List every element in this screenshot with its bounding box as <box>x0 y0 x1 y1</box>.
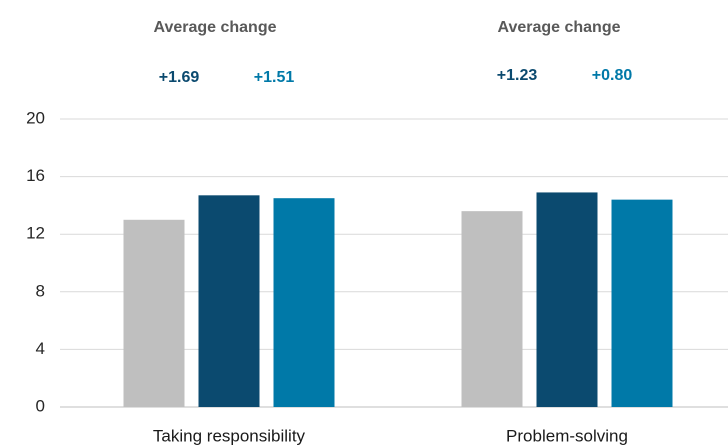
annotation-title: Average change <box>153 19 276 36</box>
bar <box>273 198 335 407</box>
y-tick-label: 20 <box>26 108 45 127</box>
bar <box>536 192 598 407</box>
bar <box>611 199 673 407</box>
annotation-label: +1.51 <box>254 69 295 86</box>
annotation-label: +1.23 <box>497 67 538 84</box>
bar <box>461 211 523 407</box>
y-tick-label: 8 <box>36 281 45 300</box>
y-tick-label: 4 <box>36 339 45 358</box>
bar <box>123 219 185 407</box>
y-tick-label: 0 <box>36 396 45 415</box>
annotation-label: +0.80 <box>592 67 633 84</box>
y-tick-label: 16 <box>26 166 45 185</box>
annotation-label: +1.69 <box>159 69 200 86</box>
bar <box>198 195 260 407</box>
x-tick-label: Problem-solving <box>506 426 628 445</box>
x-tick-label: Taking responsibility <box>153 426 306 445</box>
y-tick-label: 12 <box>26 224 45 243</box>
annotation-title: Average change <box>497 19 620 36</box>
